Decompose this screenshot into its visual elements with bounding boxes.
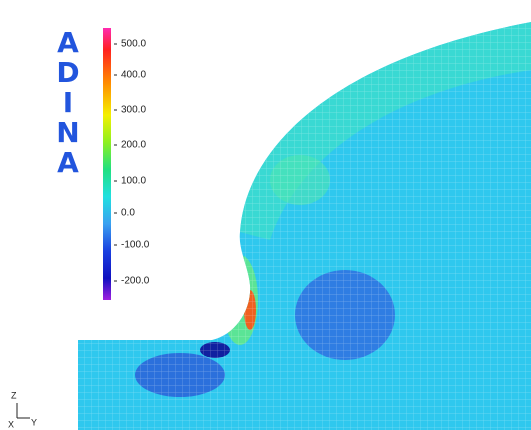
logo-letter: N	[56, 116, 79, 149]
triad-y: Y	[31, 417, 37, 427]
screen: ADINA 500.0400.0300.0200.0100.00.0-100.0…	[0, 0, 531, 430]
legend-label: 500.0	[121, 39, 146, 50]
legend-label: -200.0	[121, 276, 150, 287]
color-bar	[103, 28, 111, 300]
legend-label: -100.0	[121, 240, 150, 251]
logo-letter: I	[63, 86, 73, 119]
model	[78, 20, 531, 430]
plot: ADINA 500.0400.0300.0200.0100.00.0-100.0…	[0, 0, 531, 430]
legend-label: 400.0	[121, 70, 146, 81]
triad-z: Z	[11, 390, 17, 400]
logo-letter: D	[56, 56, 79, 89]
legend-label: 0.0	[121, 208, 135, 219]
logo-letter: A	[57, 146, 79, 179]
logo-letter: A	[57, 26, 79, 59]
legend-label: 200.0	[121, 140, 146, 151]
axis-triad: Z X Y	[8, 390, 37, 429]
legend-labels: 500.0 400.0 300.0 200.0 100.0 0.0 -100.0 -200.0	[114, 39, 150, 287]
legend-label: 100.0	[121, 176, 146, 187]
legend-label: 300.0	[121, 105, 146, 116]
triad-x: X	[8, 419, 14, 429]
